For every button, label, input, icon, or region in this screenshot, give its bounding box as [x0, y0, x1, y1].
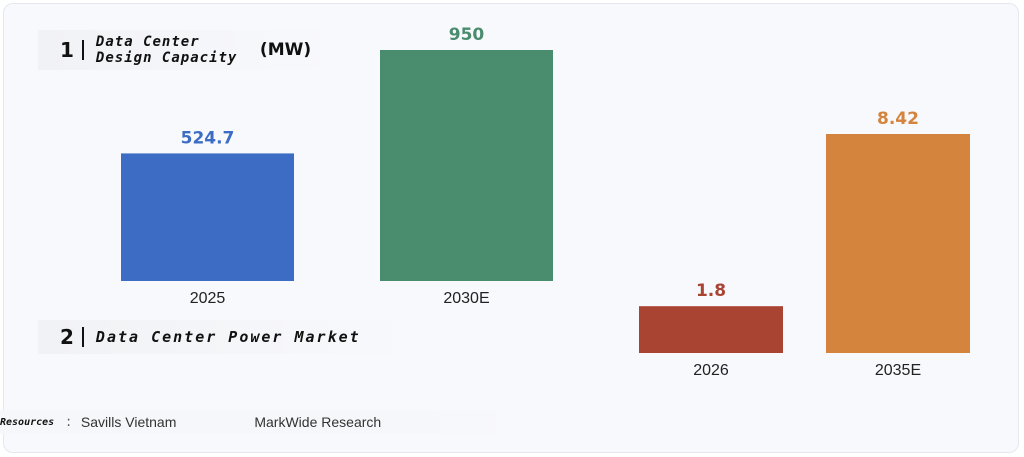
- data-label: 8.42: [877, 109, 919, 129]
- data-label: 524.7: [181, 128, 235, 148]
- bar-2025: [121, 153, 294, 281]
- sources-label: Resources: [0, 416, 55, 428]
- section-title-capacity: 1 Data Center Design Capacity (MW): [38, 30, 338, 70]
- section-title-power-market: 2 Data Center Power Market: [38, 320, 418, 354]
- section-name: Data Center Power Market: [95, 328, 361, 346]
- section-name: Data Center Design Capacity: [95, 34, 238, 66]
- sources-footer: Resources : Savills Vietnam MarkWide Res…: [0, 410, 520, 434]
- category-label: 2035E: [875, 362, 921, 379]
- unit-label: (MW): [259, 40, 312, 60]
- bar-2035e: [826, 134, 970, 353]
- bar-2026: [639, 306, 783, 353]
- category-label: 2025: [190, 290, 226, 307]
- category-label: 2026: [693, 362, 729, 379]
- bar-2030e: [380, 50, 553, 281]
- category-label: 2030E: [443, 290, 489, 307]
- data-label: 1.8: [696, 281, 726, 301]
- sources-separator: :: [66, 414, 71, 430]
- source-item: MarkWide Research: [254, 414, 382, 430]
- section-divider: [81, 327, 84, 347]
- section-number: 2: [60, 325, 74, 349]
- section-number: 1: [60, 38, 74, 62]
- section-divider: [81, 40, 84, 60]
- source-item: Savills Vietnam: [80, 414, 177, 430]
- data-label: 950: [449, 25, 485, 45]
